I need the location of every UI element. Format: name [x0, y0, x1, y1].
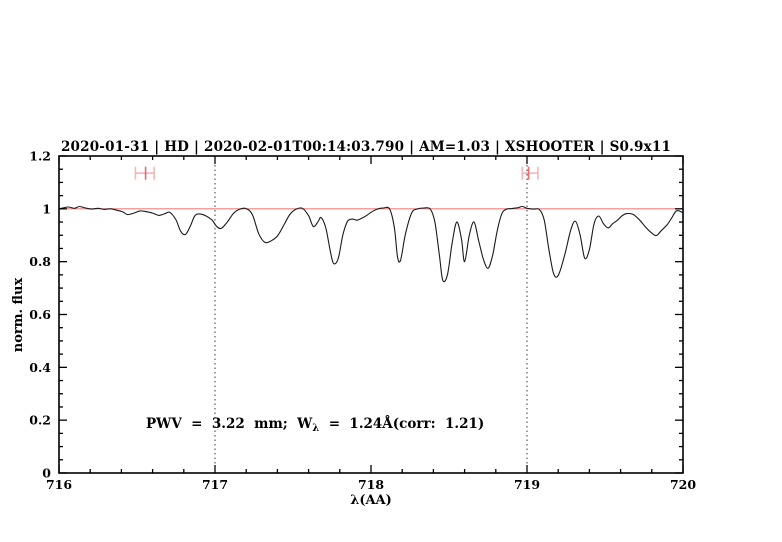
y-axis-label: norm. flux [11, 278, 26, 353]
y-tick-label: 1 [42, 201, 51, 216]
x-tick-label: 716 [46, 477, 72, 492]
lambda-subscript: λ [312, 423, 319, 434]
y-tick-label: 0.4 [29, 360, 51, 375]
plot-title: 2020-01-31 | HD | 2020-02-01T00:14:03.79… [61, 139, 671, 155]
y-tick-label: 0.8 [29, 254, 51, 269]
x-tick-label: 720 [670, 477, 696, 492]
x-tick-label: 719 [514, 477, 540, 492]
y-tick-label: 0.6 [29, 307, 51, 322]
ew-annotation-text: = 1.24Å(corr: 1.21) [319, 416, 484, 432]
pwv-annotation-text: PWV = 3.22 mm; W [146, 416, 313, 432]
plot-generated-layer: 716 717 718 719 720 0 0.2 0.4 0.6 0.8 1 1.2 [29, 149, 696, 493]
spectrum-line [58, 205, 684, 283]
y-tick-label: 0.2 [29, 413, 51, 428]
x-tick-label: 717 [202, 477, 228, 492]
x-tick-label: 718 [358, 477, 384, 492]
y-tick-label: 0 [42, 466, 51, 481]
pwv-annotation: PWV = 3.22 mm; Wλ = 1.24Å(corr: 1.21) [146, 416, 484, 434]
y-tick-label: 1.2 [29, 149, 51, 164]
x-axis-label: λ(AA) [350, 493, 392, 508]
